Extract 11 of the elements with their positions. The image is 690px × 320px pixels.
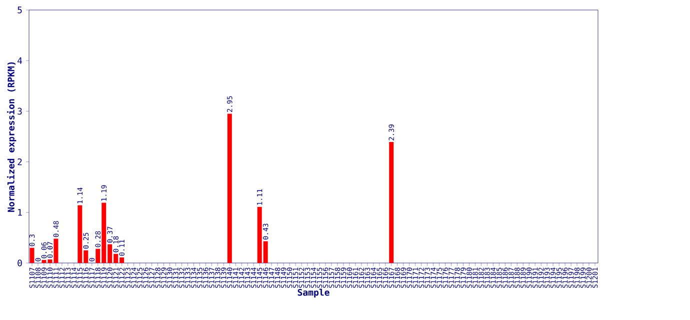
y-axis-title: Normalized expression (RPKM): [7, 62, 16, 212]
y-tick-label: 0: [18, 260, 22, 266]
y-tick-label: 4: [18, 57, 22, 64]
bar: [227, 114, 232, 263]
x-axis-title: Sample: [298, 288, 330, 298]
y-tick-label: 3: [18, 108, 22, 115]
y-tick-label: 5: [18, 6, 22, 14]
y-tick-label: 2: [18, 158, 22, 166]
bar: [389, 142, 394, 263]
bar: [30, 248, 34, 263]
y-tick-label: 1: [18, 209, 22, 216]
